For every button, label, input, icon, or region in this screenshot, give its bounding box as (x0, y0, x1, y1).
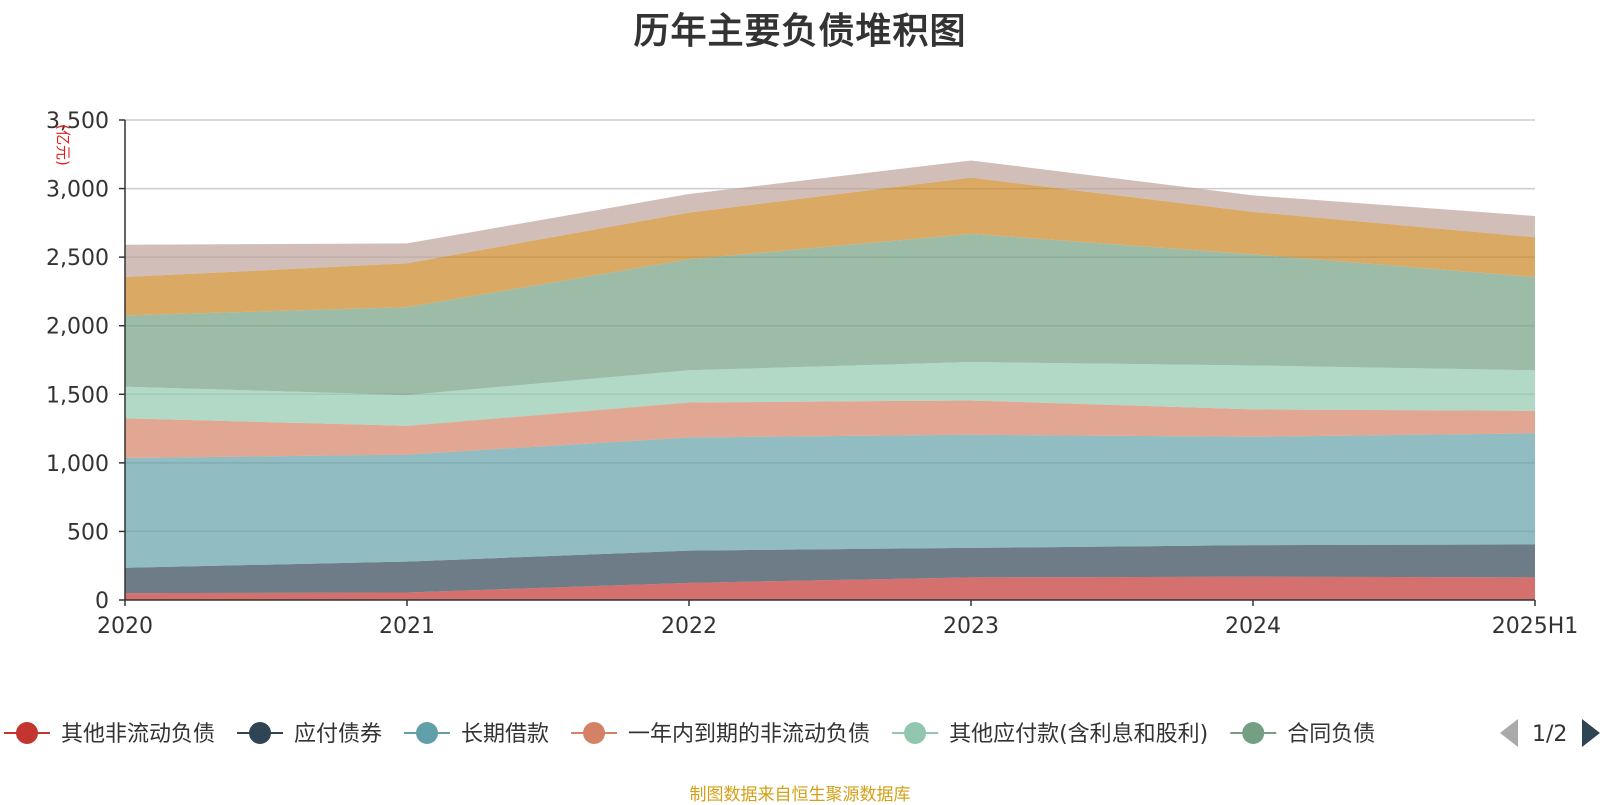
y-tick-label: 1,000 (46, 452, 109, 477)
area-series-1[interactable] (125, 576, 1535, 600)
area-series-2[interactable] (125, 544, 1535, 594)
legend-label: 一年内到期的非流动负债 (628, 722, 870, 747)
triangle-left-icon[interactable] (1500, 719, 1518, 747)
area-series-8[interactable] (125, 160, 1535, 278)
legend-item[interactable]: 一年内到期的非流动负债 (571, 722, 870, 747)
legend-label: 其他非流动负债 (61, 722, 215, 747)
legend-label: 其他应付款(含利息和股利) (949, 722, 1208, 747)
legend-page-indicator: 1/2 (1532, 722, 1567, 747)
y-tick-label: 0 (95, 589, 109, 614)
area-series-5[interactable] (125, 362, 1535, 426)
x-tick-label: 2025H1 (1492, 614, 1579, 639)
x-tick-label: 2022 (661, 614, 717, 639)
legend-circle-icon (16, 722, 38, 744)
axes: 0 500 1,000 1,500 2,000 2,500 3,000 3,500 2020 20… (46, 109, 1578, 639)
y-tick-label: 2,500 (46, 246, 109, 271)
legend-label: 合同负债 (1287, 722, 1375, 747)
legend-item[interactable]: 应付债券 (237, 722, 382, 747)
x-tick-label: 2020 (97, 614, 153, 639)
area-series (125, 160, 1535, 600)
legend-circle-icon (583, 722, 606, 744)
legend-item[interactable]: 其他非流动负债 (4, 722, 215, 747)
legend-label: 应付债券 (294, 722, 382, 747)
y-tick-label: 500 (67, 520, 109, 545)
source-note: 制图数据来自恒生聚源数据库 (689, 785, 911, 805)
legend-circle-icon (416, 722, 439, 744)
x-tick-label: 2024 (1225, 614, 1281, 639)
area-series-4[interactable] (125, 400, 1535, 459)
y-tick-label: 3,500 (46, 109, 109, 134)
legend-item[interactable]: 其他应付款(含利息和股利) (892, 722, 1208, 747)
legend-circle-icon (249, 722, 272, 744)
legend-circle-icon (904, 722, 927, 744)
chart-title: 历年主要负债堆积图 (633, 11, 967, 52)
triangle-right-icon[interactable] (1582, 719, 1600, 747)
area-series-3[interactable] (125, 433, 1535, 568)
x-tick-label: 2023 (943, 614, 999, 639)
legend-item[interactable]: 合同负债 (1230, 722, 1375, 747)
legend-item[interactable]: 长期借款 (404, 722, 549, 747)
legend-label: 长期借款 (461, 722, 549, 747)
legend: 其他非流动负债 应付债券 长期借款 一年内到期的非流动负债 其他应付款(含利息和股利) 合… (4, 719, 1600, 747)
area-series-7[interactable] (125, 177, 1535, 316)
y-tick-label: 1,500 (46, 383, 109, 408)
legend-circle-icon (1242, 722, 1265, 744)
area-series-6[interactable] (125, 233, 1535, 395)
y-axis-unit-label: (亿元) (54, 124, 72, 166)
y-tick-label: 2,000 (46, 315, 109, 340)
x-tick-label: 2021 (379, 614, 435, 639)
y-tick-label: 3,000 (46, 178, 109, 203)
